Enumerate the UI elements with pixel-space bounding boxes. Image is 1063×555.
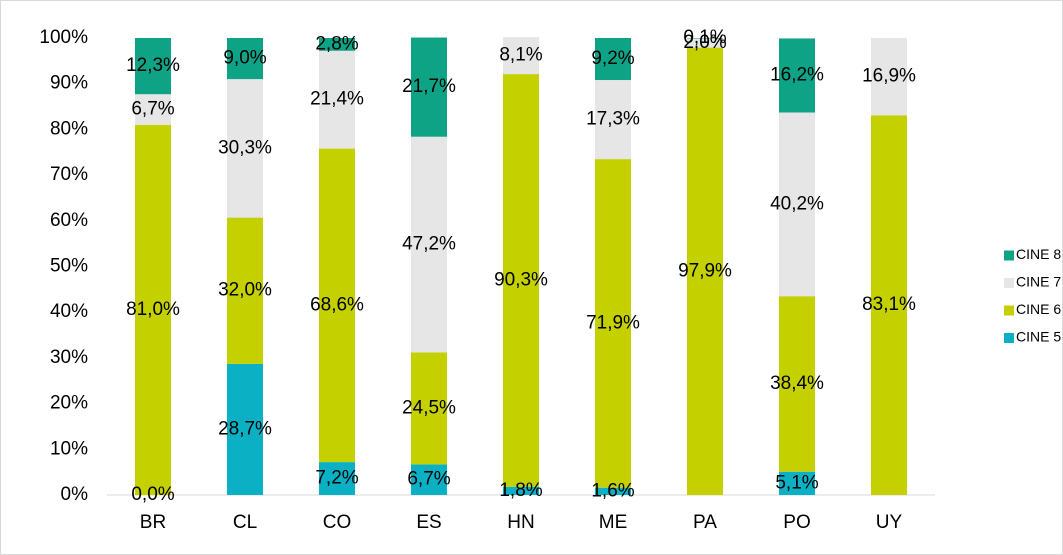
y-tick-label: 80% — [50, 118, 88, 139]
x-tick-label: HN — [507, 512, 534, 533]
legend-swatch — [1004, 250, 1014, 261]
bar-segment — [779, 471, 815, 495]
bar-segment — [227, 217, 263, 364]
bar-segment — [595, 80, 631, 160]
bar-segment — [411, 352, 447, 465]
bar-segment — [411, 136, 447, 353]
bar-segment — [779, 296, 815, 472]
data-label: 47,2% — [402, 234, 456, 255]
data-label: 6,7% — [407, 469, 450, 490]
y-tick-label: 20% — [50, 393, 88, 414]
y-tick-label: 10% — [50, 438, 88, 459]
data-label: 9,0% — [223, 48, 266, 69]
bar-segment — [503, 37, 539, 75]
x-tick-label: CO — [323, 512, 352, 533]
data-label: 7,2% — [315, 468, 358, 489]
bar-segment — [687, 38, 723, 48]
data-label: 21,7% — [402, 76, 456, 97]
x-tick-label: CL — [233, 512, 257, 533]
bar-segment — [135, 38, 171, 95]
legend-swatch — [1004, 333, 1014, 343]
data-label: 9,2% — [591, 48, 634, 69]
y-tick-label: 60% — [50, 210, 88, 231]
bar-segment — [595, 38, 631, 81]
data-label: 0,1% — [683, 27, 726, 48]
bar-segment — [595, 159, 631, 488]
legend-label: CINE 8 — [1016, 246, 1061, 262]
data-label: 6,7% — [131, 99, 174, 120]
data-label: 21,4% — [310, 89, 364, 110]
legend-label: CINE 6 — [1016, 301, 1061, 317]
bar-segment — [319, 38, 355, 51]
data-label: 24,5% — [402, 397, 456, 418]
bar-segment — [779, 38, 815, 113]
x-tick-label: PA — [693, 512, 717, 533]
data-label: 68,6% — [310, 294, 364, 315]
data-label: 1,6% — [591, 480, 634, 501]
x-tick-label: UY — [876, 512, 903, 533]
data-label: 81,0% — [126, 299, 180, 320]
bar-segment — [411, 37, 447, 137]
data-label: 32,0% — [218, 280, 272, 301]
y-tick-label: 0% — [61, 484, 89, 505]
data-label: 16,9% — [862, 66, 916, 87]
data-label: 38,4% — [770, 373, 824, 394]
bar-segment — [871, 38, 907, 116]
data-label: 28,7% — [218, 418, 272, 439]
data-label: 83,1% — [862, 294, 916, 315]
bar-segment — [687, 47, 723, 496]
y-tick-label: 30% — [50, 347, 88, 368]
x-tick-label: PO — [783, 512, 810, 533]
y-tick-label: 40% — [50, 301, 88, 322]
bar-segment — [319, 50, 355, 149]
data-label: 5,1% — [775, 472, 818, 493]
bar-segment — [227, 79, 263, 218]
data-label: 16,2% — [770, 64, 824, 85]
y-tick-label: 50% — [50, 256, 88, 277]
bar-segment — [503, 486, 539, 495]
data-label: 2,8% — [315, 33, 358, 54]
x-tick-label: ME — [599, 512, 628, 533]
data-label: 2,0% — [683, 32, 726, 53]
data-label: 90,3% — [494, 269, 548, 290]
legend-label: CINE 7 — [1016, 274, 1061, 290]
bar-segment — [411, 464, 447, 495]
legend-swatch — [1004, 278, 1014, 288]
data-label: 12,3% — [126, 55, 180, 76]
data-label: 30,3% — [218, 137, 272, 158]
legend-label: CINE 5 — [1016, 329, 1061, 345]
y-tick-label: 90% — [50, 73, 88, 94]
bar-segment — [319, 462, 355, 495]
x-tick-label: ES — [416, 512, 441, 533]
legend-swatch — [1004, 305, 1014, 316]
data-label: 71,9% — [586, 312, 640, 333]
bar-segment — [227, 38, 263, 80]
data-label: 8,1% — [499, 45, 542, 66]
bar-segment — [871, 115, 907, 495]
data-label: 17,3% — [586, 109, 640, 130]
data-label: 40,2% — [770, 193, 824, 214]
bar-segment — [779, 112, 815, 297]
bar-segment — [319, 148, 355, 463]
bar-segment — [595, 487, 631, 495]
y-tick-label: 100% — [39, 27, 88, 48]
bar-segment — [135, 94, 171, 125]
bar-segment — [503, 74, 539, 487]
data-label: 97,9% — [678, 260, 732, 281]
data-label: 1,8% — [499, 480, 542, 501]
data-label: 0,0% — [131, 484, 174, 505]
bar-segment — [227, 363, 263, 495]
y-tick-label: 70% — [50, 164, 88, 185]
x-tick-label: BR — [140, 512, 166, 533]
bar-segment — [135, 124, 171, 495]
